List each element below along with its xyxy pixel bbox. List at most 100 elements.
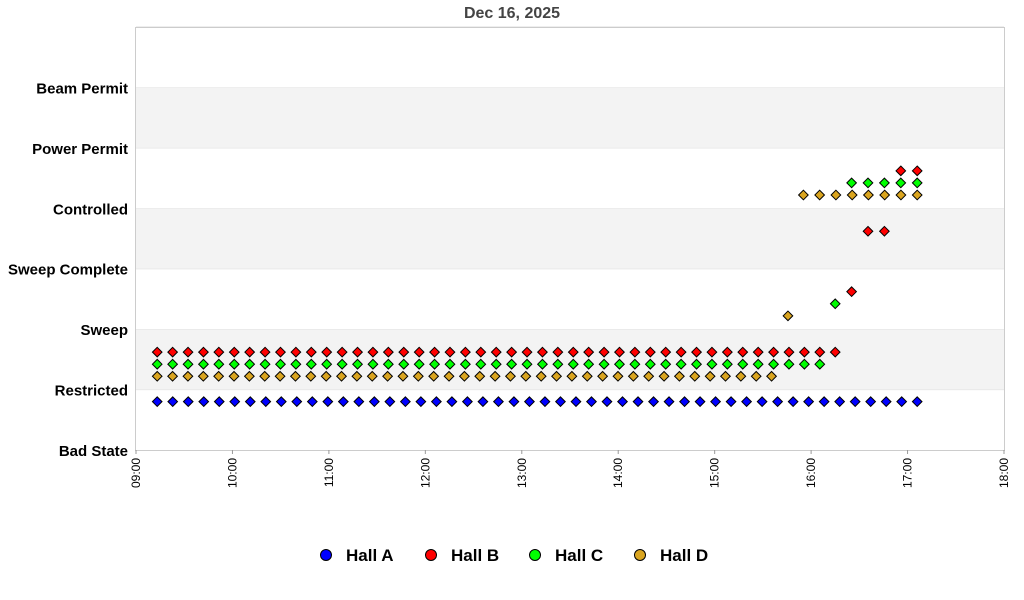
hall-c-point	[429, 358, 441, 370]
hall-b-point	[798, 346, 810, 358]
hall-c-point	[167, 358, 179, 370]
hall-a-point	[399, 396, 411, 408]
hall-c-point	[259, 358, 271, 370]
hall-c-point	[721, 358, 733, 370]
hall-d-point	[704, 370, 716, 382]
hall-d-point	[911, 189, 923, 201]
hall-b-point	[151, 346, 163, 358]
hall-d-point	[167, 370, 179, 382]
hall-d-point	[458, 370, 470, 382]
hall-b-point	[429, 346, 441, 358]
y-tick-label: Beam Permit	[36, 80, 128, 97]
hall-b-point	[197, 346, 209, 358]
hall-b-point	[490, 346, 502, 358]
hall-c-point	[798, 358, 810, 370]
hall-c-point	[644, 358, 656, 370]
hall-d-point	[274, 370, 286, 382]
hall-a-point	[446, 396, 458, 408]
hall-b-point	[567, 346, 579, 358]
hall-a-point	[260, 396, 272, 408]
hall-c-point	[336, 358, 348, 370]
hall-d-point	[735, 370, 747, 382]
hall-d-point	[643, 370, 655, 382]
hall-d-point	[814, 189, 826, 201]
hall-c-point	[290, 358, 302, 370]
x-tick-label: 17:00	[901, 458, 915, 488]
hall-a-point	[213, 396, 225, 408]
hall-b-point	[244, 346, 256, 358]
hall-d-point	[520, 370, 532, 382]
hall-c-point	[846, 177, 858, 189]
hall-b-point	[228, 346, 240, 358]
hall-a-point	[275, 396, 287, 408]
hall-c-point	[305, 358, 317, 370]
hall-b-point	[768, 346, 780, 358]
hall-a-point	[353, 396, 365, 408]
hall-a-point	[244, 396, 256, 408]
hall-c-point	[398, 358, 410, 370]
hall-b-point	[274, 346, 286, 358]
x-tick-label: 16:00	[804, 458, 818, 488]
hall-b-point	[305, 346, 317, 358]
hall-a-point	[663, 396, 675, 408]
hall-b-point	[413, 346, 425, 358]
hall-d-point	[719, 370, 731, 382]
hall-d-point	[243, 370, 255, 382]
hall-c-point	[691, 358, 703, 370]
hall-a-point	[167, 396, 179, 408]
hall-b-point	[862, 225, 874, 237]
hall-a-point	[182, 396, 194, 408]
hall-b-point	[613, 346, 626, 358]
hall-b-point	[552, 346, 564, 358]
hall-a-point	[710, 396, 722, 408]
hall-a-point	[756, 396, 768, 408]
hall-d-point	[228, 370, 240, 382]
hall-c-point	[752, 358, 764, 370]
hall-c-point	[706, 358, 718, 370]
y-tick-label: Bad State	[59, 443, 128, 460]
hall-a-point	[880, 396, 892, 408]
hall-b-point	[321, 346, 333, 358]
hall-d-point	[366, 370, 378, 382]
hall-b-point	[895, 165, 907, 177]
hall-d-point	[443, 370, 455, 382]
hall-d-point	[351, 370, 363, 382]
x-tick-label: 13:00	[515, 458, 529, 488]
hall-d-point	[535, 370, 547, 382]
legend-marker	[425, 549, 437, 561]
y-tick-label: Power Permit	[32, 141, 128, 158]
hall-c-point	[151, 358, 163, 370]
hall-d-point	[504, 370, 516, 382]
hall-d-point	[566, 370, 578, 382]
hall-d-point	[581, 370, 593, 382]
hall-d-point	[213, 370, 225, 382]
hall-a-point	[322, 396, 334, 408]
hall-b-point	[752, 346, 764, 358]
hall-c-point	[228, 358, 240, 370]
hall-c-point	[598, 358, 610, 370]
hall-a-point	[570, 396, 582, 408]
hall-b-point	[290, 346, 302, 358]
hall-c-point	[506, 358, 518, 370]
hall-c-point	[552, 358, 564, 370]
hall-b-point	[213, 346, 225, 358]
hall-a-point	[430, 396, 442, 408]
hall-a-point	[772, 396, 784, 408]
hall-a-point	[694, 396, 706, 408]
hall-b-point	[721, 346, 733, 358]
hall-c-point	[737, 358, 749, 370]
hall-b-point	[182, 346, 194, 358]
hall-d-point	[336, 370, 348, 382]
plot-band	[136, 208, 1004, 269]
hall-c-point	[768, 358, 780, 370]
hall-a-point	[741, 396, 753, 408]
hall-d-point	[750, 370, 762, 382]
hall-b-point	[398, 346, 410, 358]
hall-d-point	[895, 189, 907, 201]
hall-c-point	[274, 358, 286, 370]
x-tick-label: 15:00	[708, 458, 722, 488]
hall-d-point	[382, 370, 394, 382]
hall-d-point	[551, 370, 563, 382]
hall-c-point	[895, 177, 907, 189]
hall-d-point	[658, 370, 670, 382]
